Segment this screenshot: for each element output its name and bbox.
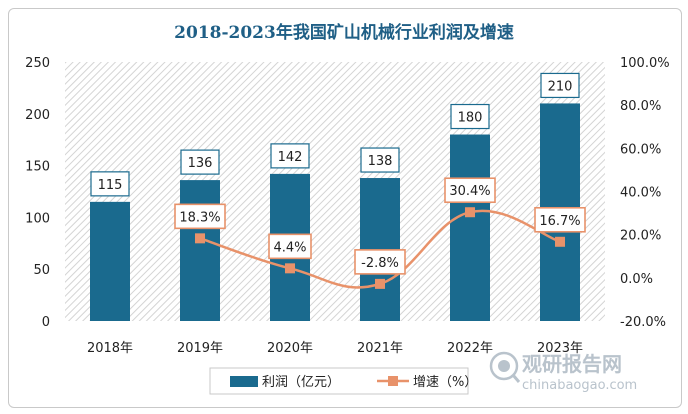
left-tick-label: 250 bbox=[25, 56, 50, 71]
right-axis: -20.0% 0.0% 20.0% 40.0% 60.0% 80.0% 100.0% bbox=[620, 56, 670, 330]
legend-line-marker bbox=[388, 376, 398, 386]
growth-marker bbox=[465, 207, 475, 218]
watermark-logo-icon bbox=[489, 351, 521, 383]
watermark-text-en: chinabaogao.com bbox=[522, 378, 637, 393]
right-tick-label: 80.0% bbox=[620, 99, 661, 114]
right-tick-label: 60.0% bbox=[620, 142, 661, 157]
right-tick-label: -20.0% bbox=[620, 315, 666, 330]
left-axis: 0 50 100 150 200 250 bbox=[25, 56, 50, 330]
growth-label: 18.3% bbox=[179, 210, 220, 225]
right-tick-label: 100.0% bbox=[620, 56, 670, 71]
growth-label: 30.4% bbox=[449, 184, 490, 199]
growth-label: 16.7% bbox=[539, 214, 580, 229]
bar-label-box bbox=[450, 103, 490, 130]
bar-label-box bbox=[540, 72, 580, 99]
legend: 利润（亿元） 增速（%） bbox=[209, 367, 477, 395]
bar-label: 136 bbox=[188, 156, 213, 171]
bar-label-box bbox=[180, 149, 220, 175]
bar-label-box bbox=[360, 147, 400, 173]
growth-marker bbox=[375, 278, 385, 289]
growth-marker bbox=[555, 236, 565, 247]
watermark: 观研报告网 chinabaogao.com bbox=[489, 351, 637, 393]
left-tick-label: 150 bbox=[25, 160, 50, 175]
right-tick-label: 40.0% bbox=[620, 186, 661, 201]
bar-label-box bbox=[90, 171, 130, 197]
legend-bar-swatch bbox=[230, 376, 258, 387]
left-tick-label: 0 bbox=[42, 315, 50, 330]
growth-label-box bbox=[174, 203, 226, 230]
growth-label: 4.4% bbox=[273, 240, 306, 255]
growth-marker bbox=[195, 233, 205, 244]
left-tick-label: 100 bbox=[25, 211, 50, 226]
bar-label: 180 bbox=[458, 111, 483, 126]
chart-title: 2018-2023年我国矿山机械行业利润及增速 bbox=[174, 22, 514, 43]
x-tick-label: 2019年 bbox=[177, 341, 223, 356]
bar-label-box bbox=[270, 143, 310, 169]
bar-label: 138 bbox=[368, 154, 393, 169]
watermark-text-cn: 观研报告网 bbox=[522, 352, 622, 376]
legend-bar-label: 利润（亿元） bbox=[262, 375, 340, 390]
bar-data-labels: 115 136 142 138 180 210 bbox=[90, 72, 580, 197]
legend-line-label: 增速（%） bbox=[413, 375, 477, 390]
growth-markers bbox=[195, 207, 565, 289]
growth-label-box bbox=[354, 249, 406, 275]
bar bbox=[90, 201, 130, 321]
x-tick-label: 2022年 bbox=[447, 341, 493, 356]
plot-area-background bbox=[65, 62, 605, 321]
right-tick-label: 20.0% bbox=[620, 229, 661, 244]
left-tick-label: 50 bbox=[33, 263, 50, 278]
x-tick-label: 2020年 bbox=[267, 341, 313, 356]
x-axis: 2018年 2019年 2020年 2021年 2022年 2023年 bbox=[87, 341, 583, 356]
growth-label-box bbox=[534, 206, 586, 233]
bar bbox=[450, 134, 490, 321]
left-tick-label: 200 bbox=[25, 108, 50, 123]
x-tick-label: 2021年 bbox=[357, 341, 403, 356]
bar-label: 142 bbox=[278, 150, 303, 165]
growth-label-box bbox=[268, 233, 312, 260]
growth-data-labels: 18.3% 4.4% -2.8% 30.4% 16.7% bbox=[174, 177, 586, 275]
growth-label-box bbox=[444, 177, 496, 204]
bar-label: 210 bbox=[548, 79, 573, 94]
x-tick-label: 2023年 bbox=[537, 341, 583, 356]
growth-marker bbox=[285, 263, 295, 274]
right-tick-label: 0.0% bbox=[620, 272, 653, 287]
bar-label: 115 bbox=[98, 178, 123, 193]
growth-label: -2.8% bbox=[361, 256, 399, 271]
x-tick-label: 2018年 bbox=[87, 341, 133, 356]
bar bbox=[180, 180, 220, 321]
